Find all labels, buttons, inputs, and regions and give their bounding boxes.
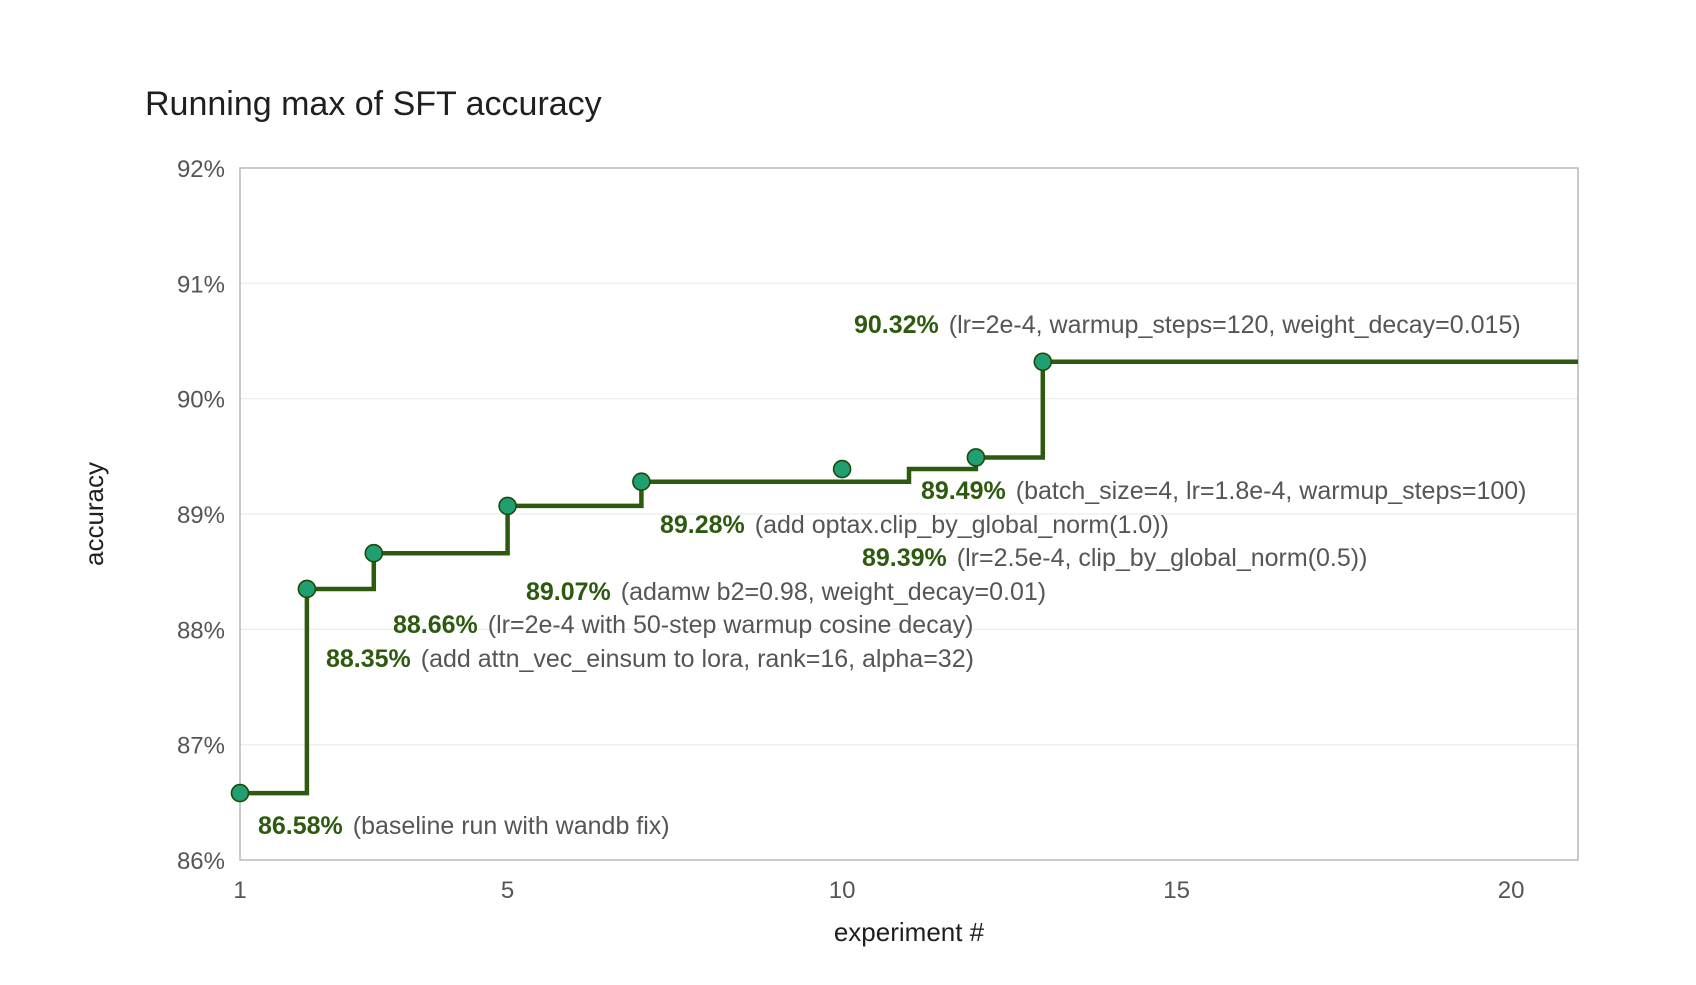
point-annotation: 89.39% (lr=2.5e-4, clip_by_global_norm(0.… (862, 544, 1367, 572)
point-annotation: 88.66% (lr=2e-4 with 50-step warmup cosin… (393, 611, 973, 639)
y-tick-label: 87% (177, 733, 225, 760)
data-point (230, 783, 250, 803)
point-annotation: 88.35% (add attn_vec_einsum to lora, rank… (326, 645, 974, 673)
point-annotation: 86.58% (baseline run with wandb fix) (258, 812, 670, 840)
data-point (832, 459, 852, 479)
y-tick-label: 88% (177, 617, 225, 644)
annotation-value: 86.58% (258, 812, 343, 840)
annotation-note: (batch_size=4, lr=1.8e-4, warmup_steps=1… (1016, 477, 1527, 505)
annotation-value: 89.07% (526, 578, 611, 606)
y-tick-label: 92% (177, 156, 225, 183)
plot-frame (239, 167, 1579, 861)
annotation-note: (lr=2.5e-4, clip_by_global_norm(0.5)) (957, 544, 1368, 572)
annotation-value: 88.66% (393, 611, 478, 639)
chart-title: Running max of SFT accuracy (145, 85, 602, 123)
data-point (632, 472, 651, 492)
annotation-value: 89.28% (660, 511, 745, 539)
y-tick-label: 90% (177, 387, 225, 414)
annotation-note: (baseline run with wandb fix) (353, 812, 670, 840)
series-line (240, 359, 1578, 796)
annotation-value: 88.35% (326, 645, 411, 673)
annotation-note: (add attn_vec_einsum to lora, rank=16, a… (421, 645, 974, 673)
x-tick-label: 5 (501, 877, 514, 904)
annotation-value: 89.39% (862, 544, 947, 572)
point-annotation: 90.32% (lr=2e-4, warmup_steps=120, weight… (854, 311, 1521, 339)
annotation-note: (add optax.clip_by_global_norm(1.0)) (755, 511, 1169, 539)
x-tick-label: 15 (1163, 877, 1190, 904)
annotation-value: 89.49% (921, 477, 1006, 505)
x-tick-label: 20 (1498, 877, 1525, 904)
y-axis-title: accuracy (79, 462, 109, 566)
point-annotation: 89.28% (add optax.clip_by_global_norm(1.0… (660, 511, 1169, 539)
x-tick-label: 1 (233, 877, 246, 904)
annotation-value: 90.32% (854, 311, 939, 339)
y-tick-label: 89% (177, 502, 225, 529)
y-tick-label: 91% (177, 271, 225, 298)
x-tick-label: 10 (829, 877, 856, 904)
x-axis-title: experiment # (834, 917, 985, 947)
annotation-note: (adamw b2=0.98, weight_decay=0.01) (621, 578, 1046, 606)
data-point (1033, 352, 1053, 372)
data-point (364, 543, 384, 563)
data-point (966, 448, 986, 467)
annotation-note: (lr=2e-4 with 50-step warmup cosine deca… (488, 611, 974, 639)
y-tick-label: 86% (177, 848, 225, 875)
data-point (498, 496, 517, 516)
data-point (297, 579, 317, 599)
point-annotation: 89.49% (batch_size=4, lr=1.8e-4, warmup_s… (921, 477, 1527, 505)
annotation-note: (lr=2e-4, warmup_steps=120, weight_decay… (949, 311, 1521, 339)
point-annotation: 89.07% (adamw b2=0.98, weight_decay=0.01) (526, 578, 1046, 606)
